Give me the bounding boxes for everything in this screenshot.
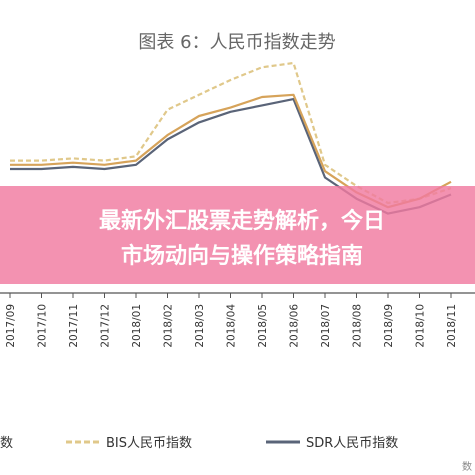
legend-label-bis: BIS人民币指数 bbox=[106, 436, 192, 451]
x-tick-label: 2018/09 bbox=[383, 304, 395, 348]
x-tick-label: 2018/07 bbox=[320, 304, 332, 348]
x-tick-label: 2017/10 bbox=[37, 304, 49, 348]
x-tick-label: 2017/12 bbox=[100, 304, 112, 348]
overlay-title-line2: 市场动向与操作策略指南 bbox=[121, 243, 363, 269]
series-line-2 bbox=[10, 61, 452, 205]
x-tick-label: 2018/06 bbox=[289, 304, 301, 348]
chart-title: 图表 6：人民币指数走势 bbox=[138, 32, 335, 53]
corner-label: 数 bbox=[462, 460, 472, 473]
x-tick-label: 2018/08 bbox=[352, 304, 364, 348]
x-tick-label: 2018/05 bbox=[257, 304, 269, 348]
x-tick-label: 2018/03 bbox=[194, 304, 206, 348]
x-ticks: 2017/09 2017/10 2017/11 2017/12 2018/01 2018/… bbox=[5, 293, 458, 348]
x-tick-label: 2018/11 bbox=[446, 304, 458, 348]
x-tick-label: 2017/11 bbox=[68, 304, 80, 348]
x-tick-label: 2017/09 bbox=[5, 304, 17, 348]
legend-label-series-1: 数 bbox=[0, 436, 13, 451]
overlay-title-line1: 最新外汇股票走势解析，今日 bbox=[99, 208, 385, 234]
title-banner bbox=[0, 186, 475, 284]
x-tick-label: 2018/04 bbox=[226, 304, 238, 348]
x-tick-label: 2018/01 bbox=[131, 304, 143, 348]
x-tick-label: 2018/10 bbox=[415, 304, 427, 348]
legend: 数 BIS人民币指数 SDR人民币指数 bbox=[0, 436, 398, 451]
legend-label-sdr: SDR人民币指数 bbox=[306, 436, 398, 451]
x-tick-label: 2018/02 bbox=[163, 304, 175, 348]
